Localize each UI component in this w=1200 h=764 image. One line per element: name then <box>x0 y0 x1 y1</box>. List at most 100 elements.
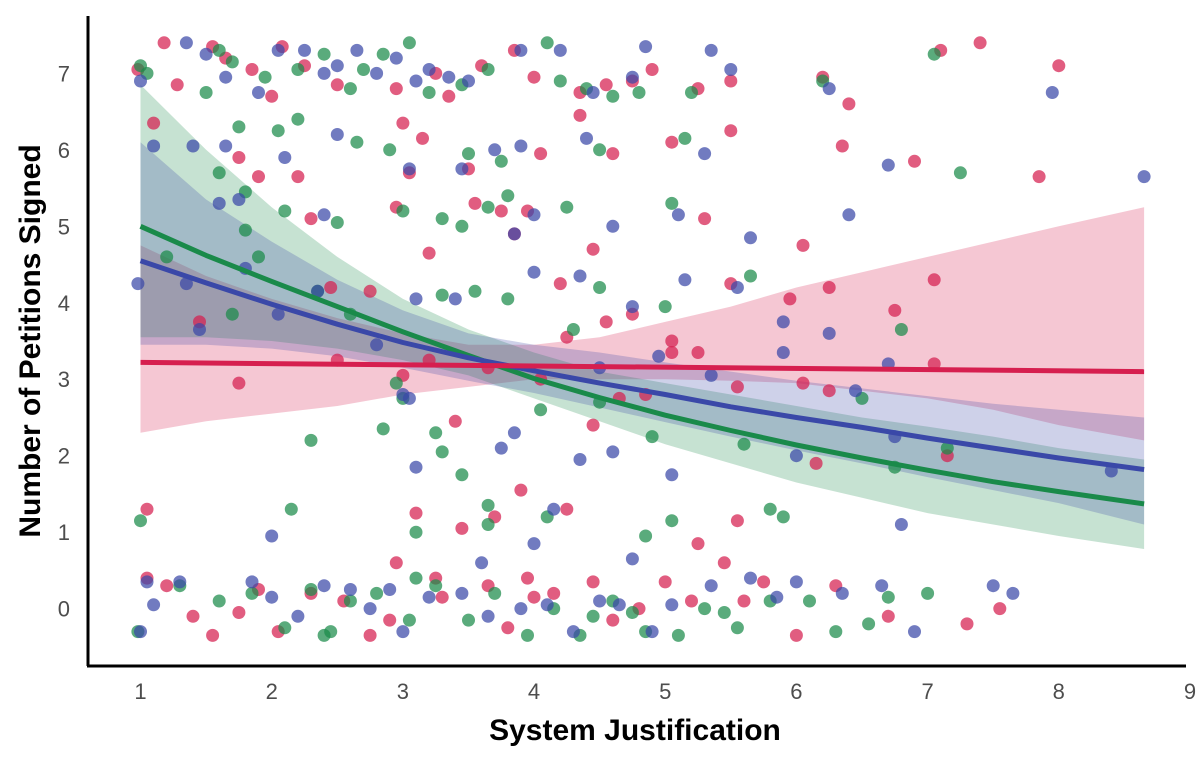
red-data-point <box>448 414 462 428</box>
red-data-point <box>265 89 279 103</box>
red-data-point <box>789 628 803 642</box>
red-data-point <box>468 196 482 210</box>
red-data-point <box>157 36 171 50</box>
blue-data-point <box>475 556 489 570</box>
red-data-point <box>796 376 810 390</box>
blue-data-point <box>173 575 187 589</box>
green-data-point <box>927 47 941 61</box>
blue-data-point <box>442 70 456 84</box>
red-data-point <box>140 502 154 516</box>
green-data-point <box>422 86 436 99</box>
red-data-point <box>599 78 613 92</box>
green-data-point <box>744 269 757 283</box>
blue-data-point <box>448 292 462 306</box>
blue-data-point <box>147 598 161 612</box>
x-tick-label: 8 <box>1053 679 1065 704</box>
blue-data-point <box>835 586 849 600</box>
blue-data-point <box>730 281 744 294</box>
blue-data-point <box>370 338 384 352</box>
blue-data-point <box>462 74 475 88</box>
green-data-point <box>271 124 285 138</box>
red-data-point <box>521 571 534 585</box>
blue-data-point <box>219 70 233 84</box>
x-tick-label: 4 <box>528 679 540 704</box>
blue-data-point <box>744 231 757 245</box>
x-tick-label: 1 <box>134 679 146 704</box>
green-data-point <box>462 147 475 161</box>
blue-data-point <box>881 158 895 172</box>
blue-data-point <box>573 269 587 283</box>
red-data-point <box>527 70 541 84</box>
blue-data-point <box>514 139 528 153</box>
blue-data-point <box>507 426 521 440</box>
green-data-point <box>435 445 449 459</box>
blue-data-point <box>131 277 145 291</box>
green-data-point <box>343 594 357 608</box>
green-data-point <box>862 617 876 631</box>
blue-data-point <box>179 36 193 50</box>
red-data-point <box>304 212 318 226</box>
green-data-point <box>803 594 816 608</box>
red-data-point <box>822 281 836 294</box>
blue-data-point <box>566 625 580 639</box>
red-data-point <box>606 147 620 161</box>
red-data-point <box>730 380 744 394</box>
blue-data-point <box>265 590 279 604</box>
green-data-point <box>160 250 174 264</box>
green-data-point <box>586 609 600 623</box>
red-data-point <box>757 575 771 589</box>
x-tick-label: 2 <box>266 679 278 704</box>
red-data-point <box>252 170 265 184</box>
x-tick-label: 9 <box>1184 679 1196 704</box>
green-data-point <box>894 323 908 336</box>
red-data-point <box>383 613 397 627</box>
red-data-point <box>881 609 895 623</box>
red-data-point <box>822 384 836 398</box>
blue-data-point <box>291 609 305 623</box>
blue-data-point <box>396 625 410 639</box>
red-data-point <box>232 606 246 619</box>
blue-data-point <box>639 40 653 54</box>
blue-data-point <box>455 162 469 176</box>
blue-data-point <box>317 579 331 593</box>
blue-data-point <box>573 453 587 466</box>
blue-data-point <box>311 284 325 298</box>
blue-data-point <box>265 529 279 543</box>
red-data-point <box>245 63 259 76</box>
green-data-point <box>481 200 495 214</box>
axes <box>86 16 1186 668</box>
x-tick-label: 5 <box>659 679 671 704</box>
blue-data-point <box>402 391 416 405</box>
green-data-point <box>501 292 515 306</box>
red-data-point <box>547 586 561 600</box>
blue-data-point <box>612 598 626 612</box>
blue-data-point <box>330 128 344 141</box>
green-data-point <box>278 621 292 635</box>
red-data-point <box>730 514 744 528</box>
blue-data-point <box>744 571 757 585</box>
blue-data-point <box>704 579 718 593</box>
red-data-point <box>501 621 515 635</box>
y-tick-label: 7 <box>58 61 70 86</box>
blue-data-point <box>586 86 600 99</box>
blue-data-point <box>770 590 784 604</box>
green-data-point <box>553 74 567 88</box>
blue-data-point <box>278 151 292 164</box>
red-data-point <box>206 628 220 642</box>
blue-data-point <box>363 602 377 616</box>
red-data-point <box>573 108 587 122</box>
blue-data-point <box>593 594 607 608</box>
red-data-point <box>494 204 508 218</box>
green-data-point <box>199 86 213 99</box>
red-data-point <box>232 151 246 164</box>
blue-data-point <box>908 625 921 639</box>
blue-data-point <box>134 74 147 88</box>
red-data-point <box>908 154 921 168</box>
blue-data-point <box>553 43 567 57</box>
blue-data-point <box>789 575 803 589</box>
x-tick-label: 7 <box>921 679 933 704</box>
green-data-point <box>278 204 292 218</box>
red-data-point <box>534 147 548 161</box>
blue-data-point <box>488 143 502 157</box>
blue-data-point <box>271 307 285 321</box>
